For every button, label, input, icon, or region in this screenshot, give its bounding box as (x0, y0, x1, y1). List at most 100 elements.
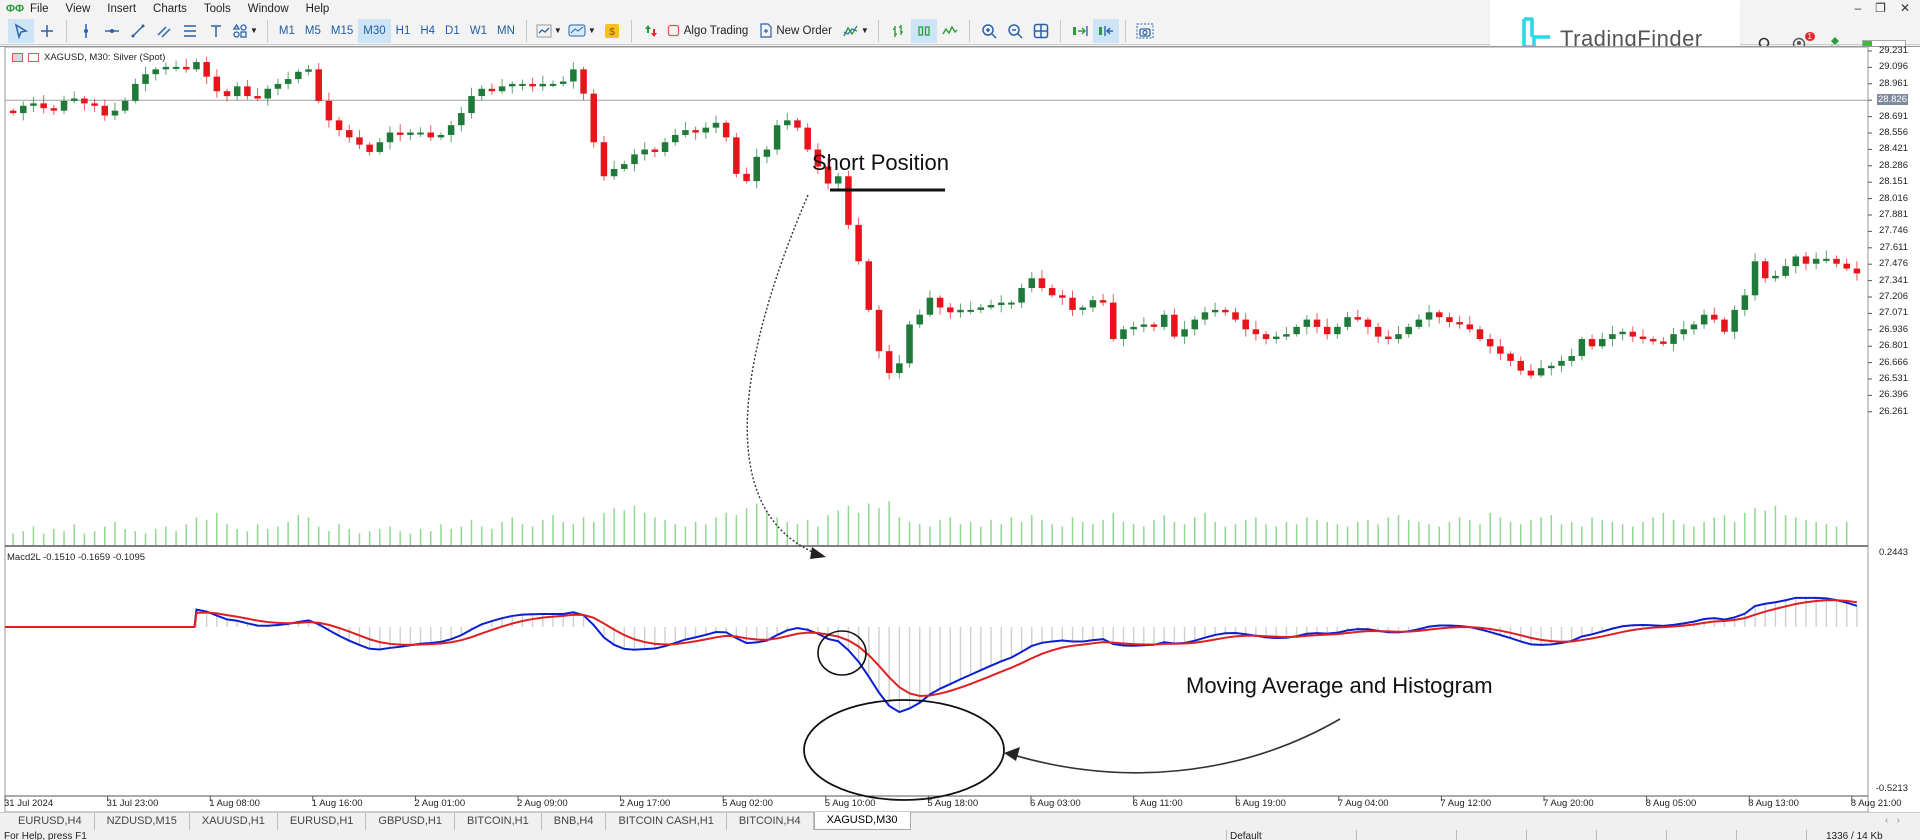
indicator-axis-top: 0.2443 (1878, 547, 1908, 558)
timeframe-m5[interactable]: M5 (304, 24, 321, 37)
time-axis-label: 6 Aug 19:00 (1235, 798, 1286, 809)
menu-view[interactable]: View (65, 2, 91, 15)
notifications-button[interactable]: 1 (1792, 32, 1815, 54)
timeframe-h4[interactable]: H4 (420, 24, 436, 37)
separator (1059, 19, 1061, 42)
tab-bitcoin-h1[interactable]: BITCOIN,H1 (455, 813, 542, 830)
price-axis-label: 28.556 (1878, 127, 1908, 138)
price-axis-label: 27.476 (1878, 258, 1908, 270)
menu-bar: ΦΦ File View Insert Charts Tools Window … (0, 0, 1920, 17)
line-chart-button[interactable] (937, 19, 963, 43)
restore-button[interactable]: ❐ (1875, 1, 1886, 15)
separator (1124, 19, 1126, 42)
zoom-in-button[interactable] (976, 19, 1002, 43)
timeframe-w1[interactable]: W1 (469, 24, 487, 37)
time-axis-label: 5 Aug 18:00 (927, 798, 979, 809)
separator (968, 19, 970, 42)
horizontal-line-button[interactable] (99, 19, 125, 43)
tab-gbpusd-h1[interactable]: GBPUSD,H1 (366, 813, 455, 830)
close-button[interactable]: ✕ (1899, 1, 1910, 15)
tab-bnb-h4[interactable]: BNB,H4 (542, 813, 607, 830)
price-axis-label: 27.071 (1878, 307, 1908, 319)
profile-name: Default (1230, 831, 1262, 840)
signals-button[interactable]: ▼ (840, 19, 872, 43)
price-axis-label: 26.936 (1878, 323, 1908, 335)
tab-nzdusd-m15[interactable]: NZDUSD,M15 (95, 813, 190, 830)
crosshair-button[interactable] (34, 19, 60, 43)
channel-button[interactable] (151, 19, 177, 43)
short-position-annotation: Short Position (812, 150, 949, 175)
time-axis-label: 2 Aug 17:00 (619, 798, 671, 809)
chart-shift-icon (1098, 25, 1113, 36)
tab-xagusd-m30[interactable]: XAGUSD,M30 (813, 812, 911, 830)
menu-help[interactable]: Help (305, 2, 330, 15)
time-axis-label: 2 Aug 09:00 (517, 798, 568, 809)
algo-trading-button[interactable]: Algo Trading (664, 19, 757, 43)
time-axis-label: 5 Aug 02:00 (722, 798, 773, 809)
timeframe-mn[interactable]: MN (497, 24, 515, 37)
autoscroll-button[interactable] (1067, 19, 1093, 43)
shapes-button[interactable]: ▼ (229, 19, 261, 43)
separator (877, 19, 879, 42)
candlestick-button[interactable] (910, 18, 937, 43)
price-axis-label: 27.746 (1878, 225, 1908, 237)
one-click-trading-button[interactable] (638, 19, 664, 43)
timeframe-d1[interactable]: D1 (445, 24, 460, 37)
price-chart-canvas[interactable] (0, 47, 1920, 813)
zoom-out-button[interactable] (1002, 19, 1028, 43)
market-button[interactable]: $ (599, 19, 625, 43)
fibonacci-icon (184, 24, 196, 37)
tab-xauusd-h1[interactable]: XAUUSD,H1 (190, 813, 278, 830)
price-axis-label: 27.341 (1878, 274, 1908, 286)
fibonacci-button[interactable] (177, 19, 203, 43)
timeframe-m1[interactable]: M1 (278, 24, 295, 37)
price-axis-label: 26.666 (1878, 356, 1908, 368)
time-axis-label: 7 Aug 12:00 (1440, 798, 1492, 809)
vertical-line-button[interactable] (73, 19, 99, 43)
algo-trading-label: Algo Trading (683, 24, 749, 37)
menu-insert[interactable]: Insert (107, 2, 137, 15)
timeframe-m15[interactable]: M15 (330, 24, 354, 37)
chart-shift-button[interactable] (1092, 18, 1119, 43)
tab-eurusd-h1[interactable]: EURUSD,H1 (278, 813, 367, 830)
bar-chart-button[interactable] (885, 19, 911, 43)
menu-file[interactable]: File (30, 2, 49, 15)
new-order-button[interactable]: New Order (756, 19, 840, 43)
line-chart-icon (942, 25, 958, 34)
trendline-button[interactable] (125, 19, 151, 43)
time-axis-label: 7 Aug 20:00 (1543, 798, 1594, 809)
tab-bitcoin-cash-h1[interactable]: BITCOIN CASH,H1 (606, 813, 727, 830)
price-axis-label: 26.261 (1878, 405, 1908, 417)
app-logo-icon: ΦΦ (6, 2, 25, 15)
minimize-button[interactable]: – (1854, 1, 1862, 15)
menu-window[interactable]: Window (247, 2, 289, 15)
chart-window[interactable]: XAGUSD, M30: Silver (Spot) Macd2L -0.151… (0, 45, 1920, 813)
templates-button[interactable]: ▼ (565, 19, 599, 43)
status-bar: For Help, press F1 Default 1336 / 14 Kb (0, 830, 1920, 840)
channel-icon (157, 25, 171, 38)
vertical-line-icon (84, 23, 88, 38)
price-axis-label: 27.206 (1878, 291, 1908, 302)
grid-icon (1033, 23, 1049, 38)
algo-trading-icon (667, 24, 679, 37)
menu-tools[interactable]: Tools (203, 2, 231, 15)
indicators-button[interactable]: ▼ (533, 19, 565, 43)
price-axis-label: 29.231 (1878, 45, 1908, 56)
separator (266, 19, 268, 42)
text-tool-button[interactable] (203, 19, 229, 43)
chart-type-icon (28, 53, 39, 62)
zoom-out-icon (1008, 23, 1023, 39)
tab-scroll-arrows[interactable]: ‹ › (1885, 815, 1900, 826)
timeframe-m30[interactable]: M30 (358, 18, 391, 43)
price-axis-label: 28.961 (1878, 77, 1908, 89)
menu-charts[interactable]: Charts (153, 2, 187, 15)
tile-windows-button[interactable] (1028, 19, 1054, 43)
timeframe-h1[interactable]: H1 (395, 24, 411, 37)
screenshot-button[interactable] (1132, 19, 1158, 43)
tab-eurusd-h4[interactable]: EURUSD,H4 (6, 813, 95, 830)
separator (630, 19, 632, 42)
tab-bitcoin-h4[interactable]: BITCOIN,H4 (727, 813, 814, 830)
notification-badge: 1 (1804, 32, 1815, 41)
cursor-tool-button[interactable] (8, 18, 34, 43)
dropdown-caret-icon: ▼ (553, 26, 562, 35)
